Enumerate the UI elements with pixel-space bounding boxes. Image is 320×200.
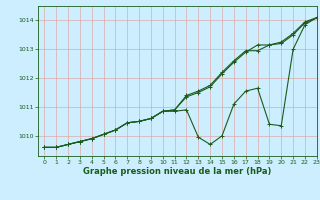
X-axis label: Graphe pression niveau de la mer (hPa): Graphe pression niveau de la mer (hPa) <box>84 167 272 176</box>
